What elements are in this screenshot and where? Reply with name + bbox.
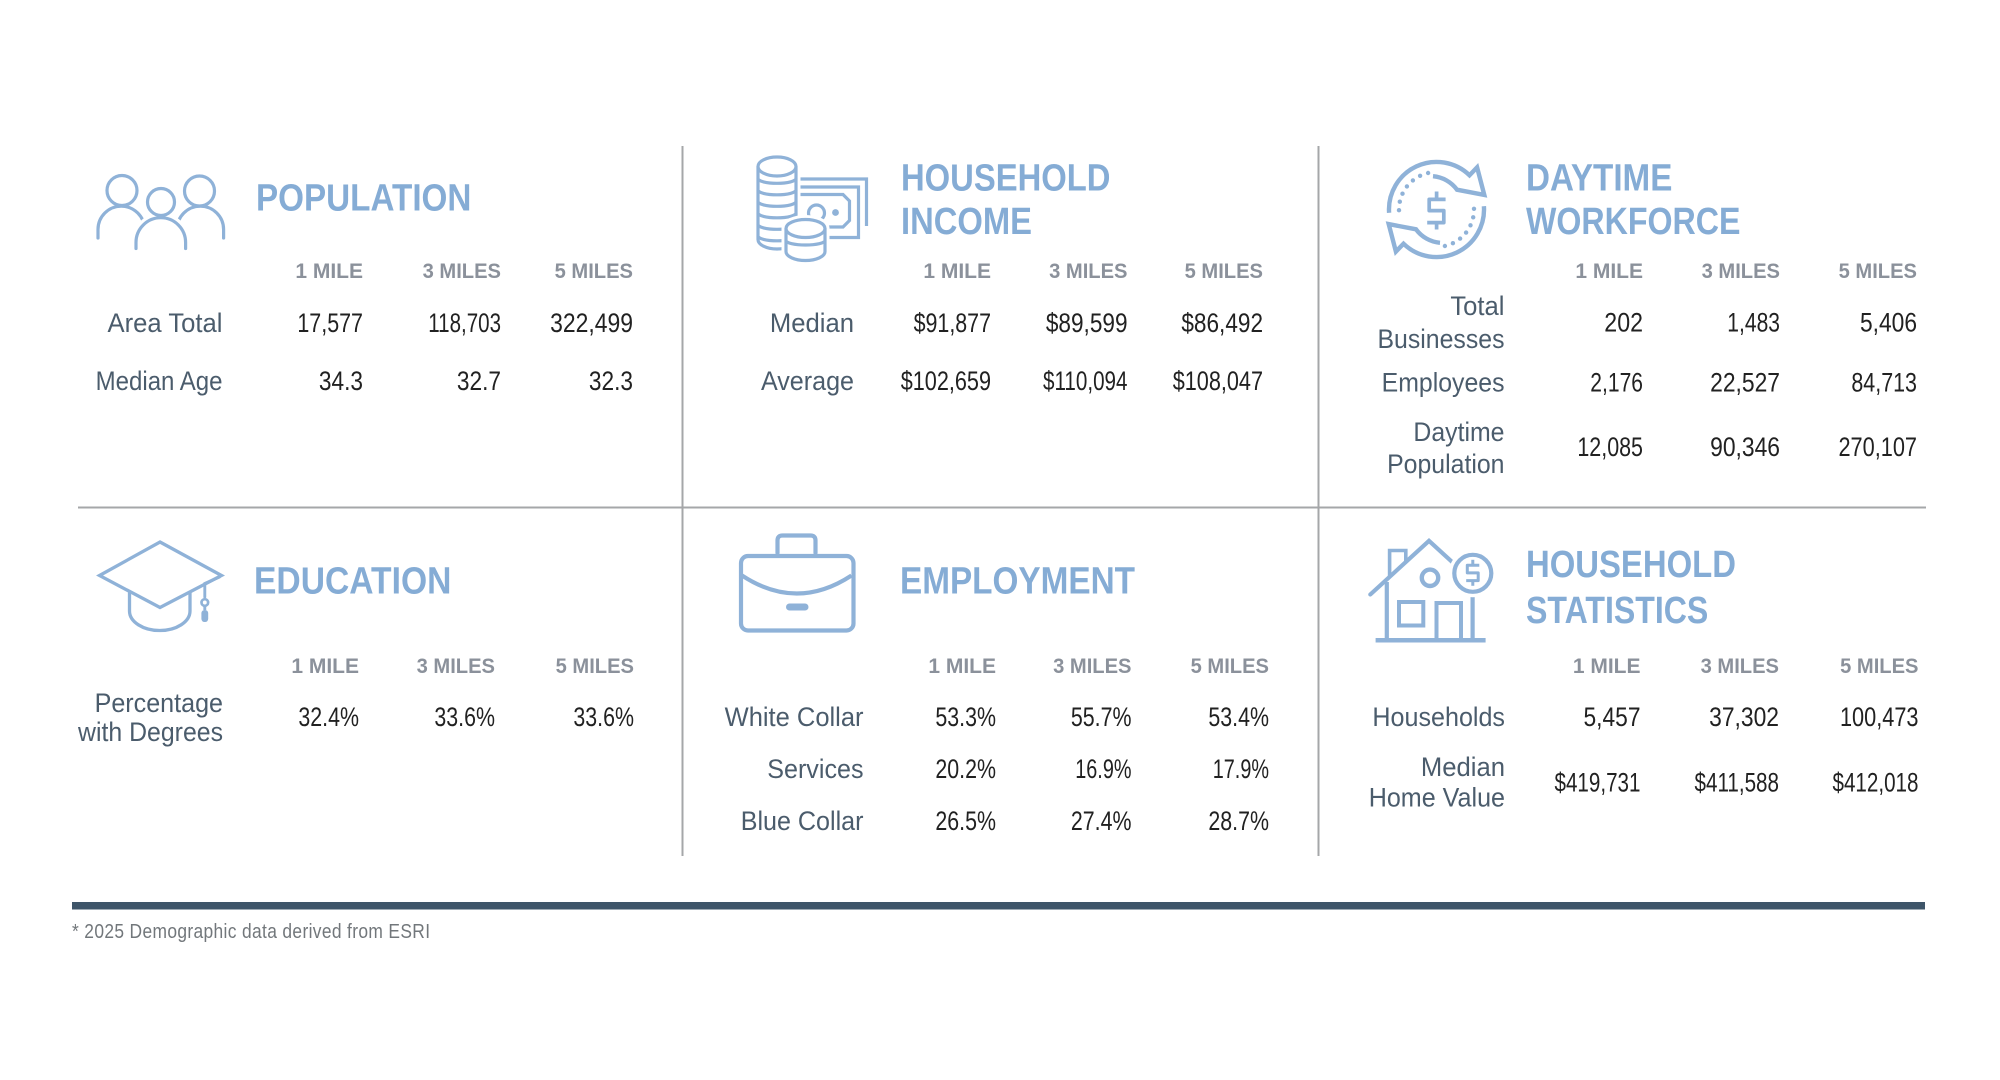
svg-text:$89,599: $89,599 [1046, 308, 1128, 338]
svg-text:$102,659: $102,659 [901, 367, 991, 397]
svg-text:12,085: 12,085 [1577, 433, 1643, 463]
svg-text:202: 202 [1604, 308, 1643, 338]
svg-text:Home Value: Home Value [1369, 782, 1505, 813]
svg-text:5 MILES: 5 MILES [555, 260, 633, 283]
svg-text:Percentage: Percentage [95, 687, 223, 718]
svg-text:INCOME: INCOME [901, 200, 1032, 243]
svg-text:5 MILES: 5 MILES [1191, 655, 1269, 678]
svg-text:EDUCATION: EDUCATION [254, 560, 451, 602]
svg-text:118,703: 118,703 [428, 308, 501, 338]
svg-text:20.2%: 20.2% [935, 755, 996, 785]
svg-text:100,473: 100,473 [1840, 703, 1919, 733]
svg-text:322,499: 322,499 [550, 308, 633, 338]
svg-text:$110,094: $110,094 [1043, 366, 1127, 396]
svg-text:27.4%: 27.4% [1071, 807, 1132, 837]
svg-text:3 MILES: 3 MILES [1701, 655, 1779, 678]
svg-text:EMPLOYMENT: EMPLOYMENT [900, 559, 1135, 602]
svg-text:* 2025 Demographic data derive: * 2025 Demographic data derived from ESR… [72, 920, 430, 942]
svg-text:1 MILE: 1 MILE [923, 260, 991, 283]
svg-text:Median: Median [770, 307, 854, 338]
svg-text:3 MILES: 3 MILES [417, 655, 495, 678]
svg-text:5,406: 5,406 [1860, 308, 1917, 338]
svg-text:22,527: 22,527 [1710, 368, 1780, 398]
svg-text:Average: Average [761, 365, 854, 396]
svg-text:270,107: 270,107 [1838, 433, 1917, 463]
svg-text:5 MILES: 5 MILES [1185, 260, 1263, 283]
svg-text:Blue Collar: Blue Collar [741, 805, 864, 836]
svg-text:84,713: 84,713 [1851, 368, 1917, 398]
svg-text:$411,588: $411,588 [1695, 768, 1779, 798]
svg-text:Daytime: Daytime [1413, 418, 1504, 447]
svg-text:1 MILE: 1 MILE [295, 260, 363, 283]
svg-text:1 MILE: 1 MILE [1575, 260, 1643, 283]
svg-text:Households: Households [1372, 701, 1505, 732]
svg-text:Population: Population [1387, 450, 1504, 479]
svg-text:HOUSEHOLD: HOUSEHOLD [1526, 543, 1736, 586]
svg-text:3 MILES: 3 MILES [1049, 260, 1127, 283]
svg-text:WORKFORCE: WORKFORCE [1526, 201, 1740, 243]
svg-text:37,302: 37,302 [1709, 702, 1779, 732]
svg-text:$86,492: $86,492 [1181, 308, 1263, 338]
svg-text:17.9%: 17.9% [1213, 755, 1269, 785]
svg-text:28.7%: 28.7% [1208, 807, 1269, 837]
svg-text:2,176: 2,176 [1590, 368, 1643, 398]
svg-text:90,346: 90,346 [1710, 432, 1780, 462]
svg-text:$419,731: $419,731 [1554, 768, 1640, 798]
svg-text:1 MILE: 1 MILE [928, 655, 996, 678]
svg-text:DAYTIME: DAYTIME [1526, 156, 1672, 199]
svg-text:17,577: 17,577 [297, 309, 363, 339]
svg-text:White Collar: White Collar [725, 701, 864, 732]
svg-text:$108,047: $108,047 [1173, 367, 1263, 397]
svg-text:3 MILES: 3 MILES [423, 260, 501, 283]
svg-text:Median: Median [1421, 751, 1505, 782]
svg-text:33.6%: 33.6% [573, 703, 634, 733]
svg-text:32.3: 32.3 [589, 366, 633, 396]
svg-text:Employees: Employees [1382, 369, 1505, 398]
svg-text:55.7%: 55.7% [1071, 703, 1132, 733]
svg-text:5,457: 5,457 [1584, 702, 1641, 732]
svg-text:Services: Services [767, 753, 863, 784]
svg-text:16.9%: 16.9% [1075, 755, 1131, 785]
svg-text:32.7: 32.7 [457, 366, 501, 396]
svg-text:3 MILES: 3 MILES [1702, 260, 1780, 283]
svg-text:34.3: 34.3 [319, 366, 363, 396]
svg-text:with Degrees: with Degrees [77, 718, 223, 747]
svg-text:3 MILES: 3 MILES [1053, 655, 1131, 678]
svg-text:STATISTICS: STATISTICS [1526, 589, 1708, 631]
svg-text:5 MILES: 5 MILES [1840, 655, 1918, 678]
svg-text:53.3%: 53.3% [935, 703, 996, 733]
svg-text:5 MILES: 5 MILES [1839, 260, 1917, 283]
svg-text:POPULATION: POPULATION [256, 176, 471, 219]
svg-text:1 MILE: 1 MILE [291, 655, 359, 678]
svg-text:1,483: 1,483 [1727, 308, 1780, 338]
svg-text:Median Age: Median Age [96, 367, 223, 397]
svg-text:$91,877: $91,877 [914, 309, 991, 339]
svg-text:$412,018: $412,018 [1832, 768, 1918, 798]
svg-text:HOUSEHOLD: HOUSEHOLD [901, 156, 1110, 199]
svg-text:1 MILE: 1 MILE [1573, 655, 1641, 678]
svg-text:Area Total: Area Total [107, 307, 222, 338]
svg-text:32.4%: 32.4% [298, 703, 359, 733]
svg-text:Total: Total [1450, 290, 1504, 321]
svg-text:26.5%: 26.5% [935, 807, 996, 837]
svg-text:Businesses: Businesses [1377, 325, 1504, 354]
svg-text:5 MILES: 5 MILES [556, 655, 634, 678]
svg-text:53.4%: 53.4% [1208, 703, 1269, 733]
svg-text:33.6%: 33.6% [434, 703, 495, 733]
